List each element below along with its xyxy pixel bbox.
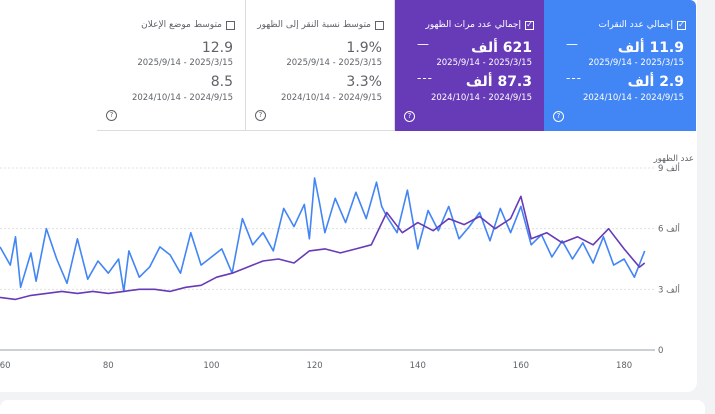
- metric-date-previous: 2024/10/14 - 2024/9/15: [131, 93, 233, 103]
- metric-cards: متوسط موضع الإعلان 12.9 2025/9/14 - 2025…: [97, 0, 696, 131]
- help-icon[interactable]: ?: [255, 110, 266, 121]
- metric-label: متوسط موضع الإعلان: [141, 20, 222, 30]
- metric-date-previous: 2024/10/14 - 2024/9/15: [280, 93, 382, 103]
- y-tick-label: 9 ألف: [658, 162, 680, 174]
- series-line: [0, 177, 646, 293]
- metric-header: متوسط موضع الإعلان: [141, 20, 235, 30]
- x-tick-label: 80: [103, 361, 114, 371]
- metric-header: متوسط نسبة النقر إلى الظهور: [257, 20, 384, 30]
- x-tick-label: 180: [616, 361, 632, 371]
- x-tick-label: 60: [0, 361, 11, 371]
- metric-value-previous: 87.3 ألف: [465, 74, 532, 90]
- x-tick-label: 160: [513, 361, 529, 371]
- line-style-solid-icon: —: [417, 37, 430, 51]
- help-icon[interactable]: ?: [106, 110, 117, 121]
- metric-date-current: 2025/9/14 - 2025/3/15: [286, 58, 382, 68]
- y-tick-label: 3 ألف: [658, 283, 680, 295]
- line-style-solid-icon: —: [566, 37, 579, 51]
- x-tick-label: 100: [203, 361, 219, 371]
- metric-value-current: 1.9%: [346, 40, 382, 56]
- metric-avg-position[interactable]: متوسط موضع الإعلان 12.9 2025/9/14 - 2025…: [97, 0, 246, 131]
- y-tick-label: 6 ألف: [658, 223, 680, 235]
- metric-date-previous: 2024/10/14 - 2024/9/15: [430, 93, 532, 103]
- metric-checkbox[interactable]: [375, 20, 384, 30]
- metric-date-previous: 2024/10/14 - 2024/9/15: [582, 93, 684, 103]
- metric-value-current: 11.9 ألف: [617, 40, 684, 56]
- metric-value-previous: 2.9 ألف: [627, 74, 684, 90]
- metric-total-impressions[interactable]: ✓ إجمالي عدد مرات الظهور — 621 ألف 2025/…: [395, 0, 544, 131]
- y-axis-label: عدد الظهور: [653, 154, 694, 164]
- y-tick-label: 0: [658, 346, 663, 356]
- x-tick-label: 120: [306, 361, 322, 371]
- next-card-edge: [0, 400, 705, 414]
- help-icon[interactable]: ?: [404, 111, 415, 122]
- metric-label: إجمالي عدد مرات الظهور: [425, 20, 521, 30]
- metric-checkbox-checked[interactable]: ✓: [525, 20, 534, 30]
- metric-value-previous: 3.3%: [346, 74, 382, 90]
- metric-date-current: 2025/9/14 - 2025/3/15: [137, 58, 233, 68]
- metric-date-current: 2025/9/14 - 2025/3/15: [588, 58, 684, 68]
- metric-value-previous: 8.5: [210, 74, 233, 90]
- x-tick-label: 140: [410, 361, 426, 371]
- line-style-dashed-icon: ---: [566, 71, 582, 85]
- line-style-dashed-icon: ---: [417, 71, 433, 85]
- metric-checkbox-checked[interactable]: ✓: [677, 20, 686, 30]
- metric-avg-ctr[interactable]: متوسط نسبة النقر إلى الظهور 1.9% 2025/9/…: [246, 0, 395, 131]
- metric-value-current: 621 ألف: [471, 40, 532, 56]
- metric-header: ✓ إجمالي عدد مرات الظهور: [426, 20, 534, 30]
- help-icon[interactable]: ?: [553, 111, 564, 122]
- metric-label: متوسط نسبة النقر إلى الظهور: [257, 20, 371, 30]
- metric-header: ✓ إجمالي عدد النقرات: [598, 20, 686, 30]
- metric-checkbox[interactable]: [226, 20, 235, 30]
- metric-date-current: 2025/9/14 - 2025/3/15: [436, 58, 532, 68]
- series-line: [0, 195, 646, 301]
- metric-label: إجمالي عدد النقرات: [598, 20, 673, 30]
- metric-total-clicks[interactable]: ✓ إجمالي عدد النقرات — 11.9 ألف 2025/9/1…: [544, 0, 696, 131]
- metric-value-current: 12.9: [201, 40, 233, 56]
